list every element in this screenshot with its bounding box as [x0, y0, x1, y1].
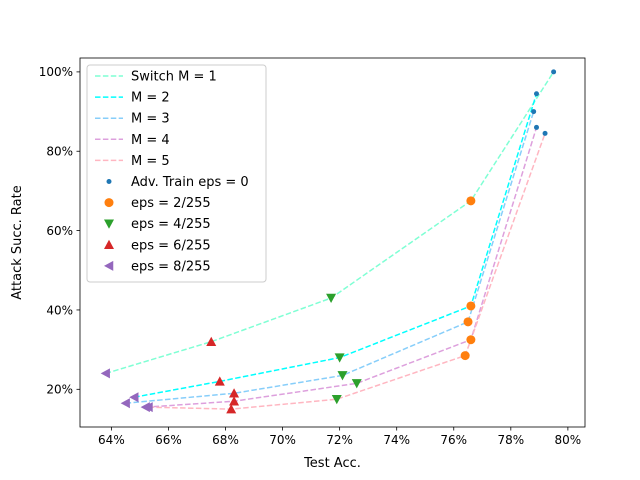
data-point-triangle-down	[334, 353, 345, 363]
y-axis-label: Attack Succ. Rate	[10, 185, 25, 300]
legend-marker-swatch	[104, 239, 114, 250]
data-point-circle	[460, 351, 470, 361]
points-layer	[100, 69, 557, 414]
legend-label: eps = 8/255	[131, 259, 211, 274]
legend-label: Adv. Train eps = 0	[131, 175, 249, 190]
data-point-dot	[533, 91, 539, 97]
y-tick-label: 100%	[39, 65, 73, 79]
data-point-triangle-left	[143, 402, 153, 413]
y-tick-label: 20%	[46, 383, 73, 397]
legend-label: M = 4	[131, 133, 170, 148]
legend-label: Switch M = 1	[131, 70, 217, 85]
legend-label: M = 3	[131, 112, 170, 127]
data-point-triangle-up	[229, 388, 240, 398]
legend: Switch M = 1 M = 2 M = 3 M = 4 M = 5 Adv. Tra…	[86, 64, 267, 283]
data-point-triangle-down	[351, 379, 362, 389]
data-point-dot	[542, 130, 548, 136]
legend-marker-swatch	[104, 260, 114, 271]
data-point-triangle-up	[226, 404, 237, 414]
data-point-dot	[531, 109, 537, 115]
x-tick-label: 78%	[497, 433, 524, 447]
x-tick-label: 74%	[383, 433, 410, 447]
y-tick-label: 60%	[46, 224, 73, 238]
legend-marker-swatch	[104, 198, 114, 208]
data-point-triangle-up	[206, 336, 217, 346]
x-tick-label: 64%	[98, 433, 125, 447]
legend-label: eps = 2/255	[131, 196, 211, 211]
data-point-dot	[551, 69, 557, 75]
x-axis: 64% 66% 68% 70% 72% 74% 76% 78% 80%	[98, 427, 581, 447]
data-point-triangle-left	[120, 398, 130, 409]
legend-marker-swatch	[106, 179, 112, 184]
x-tick-label: 72%	[326, 433, 353, 447]
data-point-triangle-left	[100, 368, 110, 379]
legend-label: M = 2	[131, 91, 170, 106]
legend-label: M = 5	[131, 154, 170, 169]
legend-label: eps = 4/255	[131, 217, 211, 232]
legend-marker-swatch	[104, 219, 114, 229]
axes-frame	[79, 57, 586, 428]
x-tick-label: 66%	[155, 433, 182, 447]
legend-label: eps = 6/255	[131, 238, 211, 253]
y-tick-label: 80%	[46, 145, 73, 159]
series-line-m5	[148, 133, 546, 410]
series-line-m4	[145, 127, 538, 408]
data-point-triangle-down	[326, 293, 337, 304]
data-point-circle	[466, 335, 476, 345]
x-tick-label: 70%	[269, 433, 296, 447]
x-tick-label: 80%	[555, 433, 582, 447]
data-point-triangle-left	[129, 392, 139, 403]
data-point-circle	[466, 301, 476, 311]
data-point-dot	[533, 124, 539, 130]
data-point-triangle-up	[229, 396, 240, 406]
y-axis: 20% 40% 60% 80% 100%	[39, 65, 80, 397]
x-tick-label: 68%	[212, 433, 239, 447]
data-point-triangle-down	[337, 371, 348, 381]
data-point-triangle-up	[214, 376, 225, 386]
data-point-triangle-down	[331, 394, 342, 405]
x-tick-label: 76%	[440, 433, 467, 447]
data-point-circle	[463, 317, 473, 327]
legend-box	[86, 64, 267, 283]
data-point-circle	[466, 196, 476, 206]
y-tick-label: 40%	[46, 303, 73, 317]
x-axis-label: Test Acc.	[303, 456, 361, 471]
